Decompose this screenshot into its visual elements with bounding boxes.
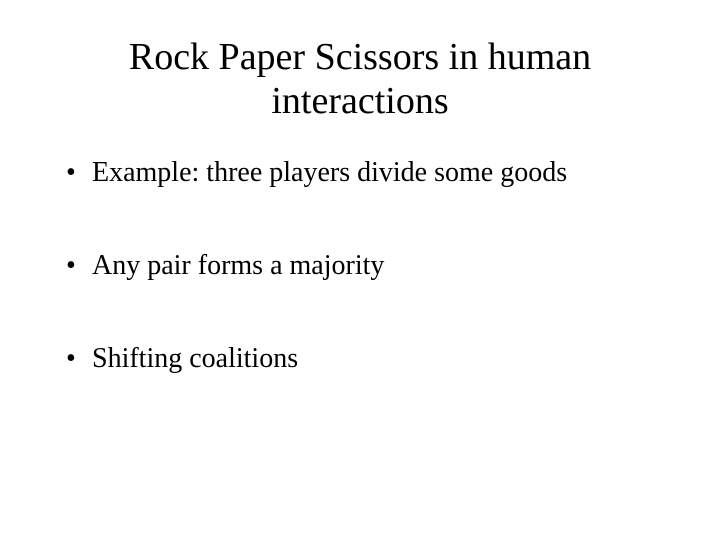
bullet-item: Shifting coalitions [60,341,660,376]
slide: Rock Paper Scissors in human interaction… [0,0,720,540]
slide-title: Rock Paper Scissors in human interaction… [60,36,660,123]
bullet-item: Any pair forms a majority [60,248,660,283]
bullet-list: Example: three players divide some goods… [60,155,660,376]
bullet-item: Example: three players divide some goods [60,155,660,190]
